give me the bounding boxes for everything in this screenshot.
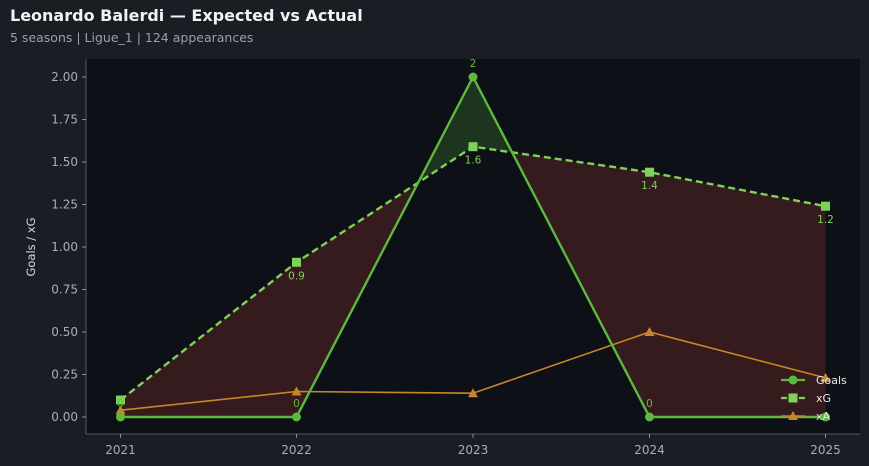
xg-point <box>116 395 125 405</box>
xa-point <box>291 386 302 396</box>
goals-data-label: 0 <box>293 398 300 410</box>
legend-label: xG <box>816 392 831 405</box>
performance-fill <box>120 262 297 417</box>
xg-point <box>468 142 478 152</box>
chart-title: Leonardo Balerdi — Expected vs Actual <box>10 6 363 25</box>
legend-marker <box>788 375 798 385</box>
legend-marker <box>788 393 798 403</box>
goals-data-label: 0 <box>117 398 124 410</box>
goals-data-label: 0 <box>646 398 653 410</box>
chart-subtitle: 5 seasons | Ligue_1 | 124 appearances <box>10 30 254 45</box>
goals-point <box>645 412 654 422</box>
goals-data-label: 2 <box>470 58 477 70</box>
y-tick-label: 1.50 <box>51 155 78 169</box>
y-tick-label: 1.25 <box>51 198 78 212</box>
x-tick-label: 2023 <box>458 443 489 457</box>
y-tick-label: 2.00 <box>51 70 78 84</box>
xg-point <box>645 167 654 177</box>
y-tick-label: 1.00 <box>51 240 78 254</box>
y-tick-label: 0.50 <box>51 325 78 339</box>
legend-marker <box>788 411 798 420</box>
y-tick-label: 0.75 <box>51 283 78 297</box>
x-tick-label: 2021 <box>105 443 136 457</box>
goals-point <box>292 412 301 422</box>
xg-data-label: 1.6 <box>465 155 482 167</box>
legend-label: Goals <box>816 374 847 387</box>
x-tick-label: 2025 <box>810 443 841 457</box>
xg-data-label: 1.2 <box>817 214 834 226</box>
legend-label: xA <box>816 410 831 423</box>
goals-point <box>821 412 830 422</box>
xg-point <box>292 257 301 267</box>
y-tick-label: 0.00 <box>51 410 78 424</box>
performance-fill <box>649 172 826 417</box>
y-tick-label: 1.75 <box>51 113 78 127</box>
y-tick-label: 0.25 <box>51 368 78 382</box>
xa-point <box>115 405 126 415</box>
xg-data-label: 0.9 <box>288 270 305 282</box>
x-tick-label: 2022 <box>281 443 312 457</box>
goals-point <box>116 412 125 422</box>
xg-point <box>821 201 830 211</box>
goals-point <box>468 72 478 82</box>
xa-point <box>468 388 478 398</box>
xa-point <box>644 327 655 336</box>
y-axis-label: Goals / xG <box>24 217 38 276</box>
xa-point <box>820 372 831 382</box>
xg-data-label: 1.4 <box>641 180 658 192</box>
x-tick-label: 2024 <box>634 443 665 457</box>
